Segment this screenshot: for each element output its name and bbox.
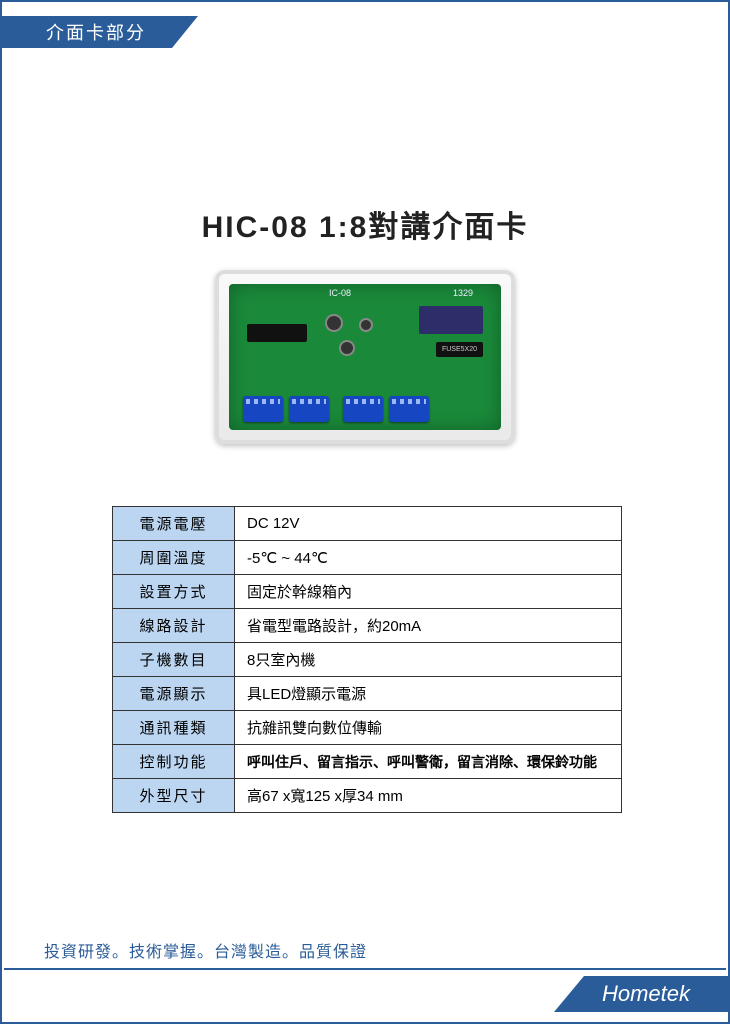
spec-row: 周圍溫度-5℃ ~ 44℃ (113, 541, 622, 575)
spec-table: 電源電壓DC 12V周圍溫度-5℃ ~ 44℃設置方式固定於幹線箱內線路設計省電… (112, 506, 622, 813)
page-title: HIC-08 1:8對講介面卡 (2, 202, 728, 246)
fuse-holder: FUSE5X20 (436, 342, 483, 357)
spec-value: 抗雜訊雙向數位傳輸 (235, 711, 622, 745)
spec-label: 周圍溫度 (113, 541, 235, 575)
spec-label: 電源電壓 (113, 507, 235, 541)
spec-row: 電源顯示具LED燈顯示電源 (113, 677, 622, 711)
spec-label: 子機數目 (113, 643, 235, 677)
pcb-board: IC-08 1329 FUSE5X20 (229, 284, 501, 430)
spec-row: 設置方式固定於幹線箱內 (113, 575, 622, 609)
capacitor (339, 340, 355, 356)
spec-label: 外型尺寸 (113, 779, 235, 813)
footer-divider (4, 968, 726, 970)
terminal-block (389, 396, 429, 422)
spec-row: 外型尺寸高67 x寬125 x厚34 mm (113, 779, 622, 813)
footer-brand-label: Hometek (584, 976, 728, 1012)
spec-value: 省電型電路設計，約20mA (235, 609, 622, 643)
terminal-block (289, 396, 329, 422)
spec-label: 設置方式 (113, 575, 235, 609)
spec-label: 電源顯示 (113, 677, 235, 711)
capacitor (325, 314, 343, 332)
footer-brand-bar: Hometek (554, 976, 728, 1012)
spec-value: 呼叫住戶、留言指示、呼叫警衛，留言消除、環保鈴功能 (235, 745, 622, 779)
spec-row: 線路設計省電型電路設計，約20mA (113, 609, 622, 643)
spec-value: DC 12V (235, 507, 622, 541)
ic-chip (247, 324, 307, 342)
footer-slope-decoration (554, 976, 584, 1012)
spec-row: 子機數目8只室內機 (113, 643, 622, 677)
spec-value: -5℃ ~ 44℃ (235, 541, 622, 575)
spec-value: 固定於幹線箱內 (235, 575, 622, 609)
spec-value: 高67 x寬125 x厚34 mm (235, 779, 622, 813)
spec-row: 通訊種類抗雜訊雙向數位傳輸 (113, 711, 622, 745)
section-header: 介面卡部分 (2, 16, 198, 48)
capacitor (359, 318, 373, 332)
header-slope-decoration (172, 16, 198, 48)
terminal-block (243, 396, 283, 422)
spec-label: 線路設計 (113, 609, 235, 643)
product-image: IC-08 1329 FUSE5X20 (215, 270, 515, 444)
pcb-silk-label-2: 1329 (453, 288, 473, 298)
spec-label: 通訊種類 (113, 711, 235, 745)
relay (419, 306, 483, 334)
terminal-block (343, 396, 383, 422)
footer-tagline: 投資研發。技術掌握。台灣製造。品質保證 (44, 938, 367, 962)
section-header-label: 介面卡部分 (2, 16, 172, 48)
pcb-silk-label-1: IC-08 (329, 288, 351, 298)
spec-value: 8只室內機 (235, 643, 622, 677)
spec-row: 電源電壓DC 12V (113, 507, 622, 541)
spec-label: 控制功能 (113, 745, 235, 779)
spec-row: 控制功能呼叫住戶、留言指示、呼叫警衛，留言消除、環保鈴功能 (113, 745, 622, 779)
spec-value: 具LED燈顯示電源 (235, 677, 622, 711)
